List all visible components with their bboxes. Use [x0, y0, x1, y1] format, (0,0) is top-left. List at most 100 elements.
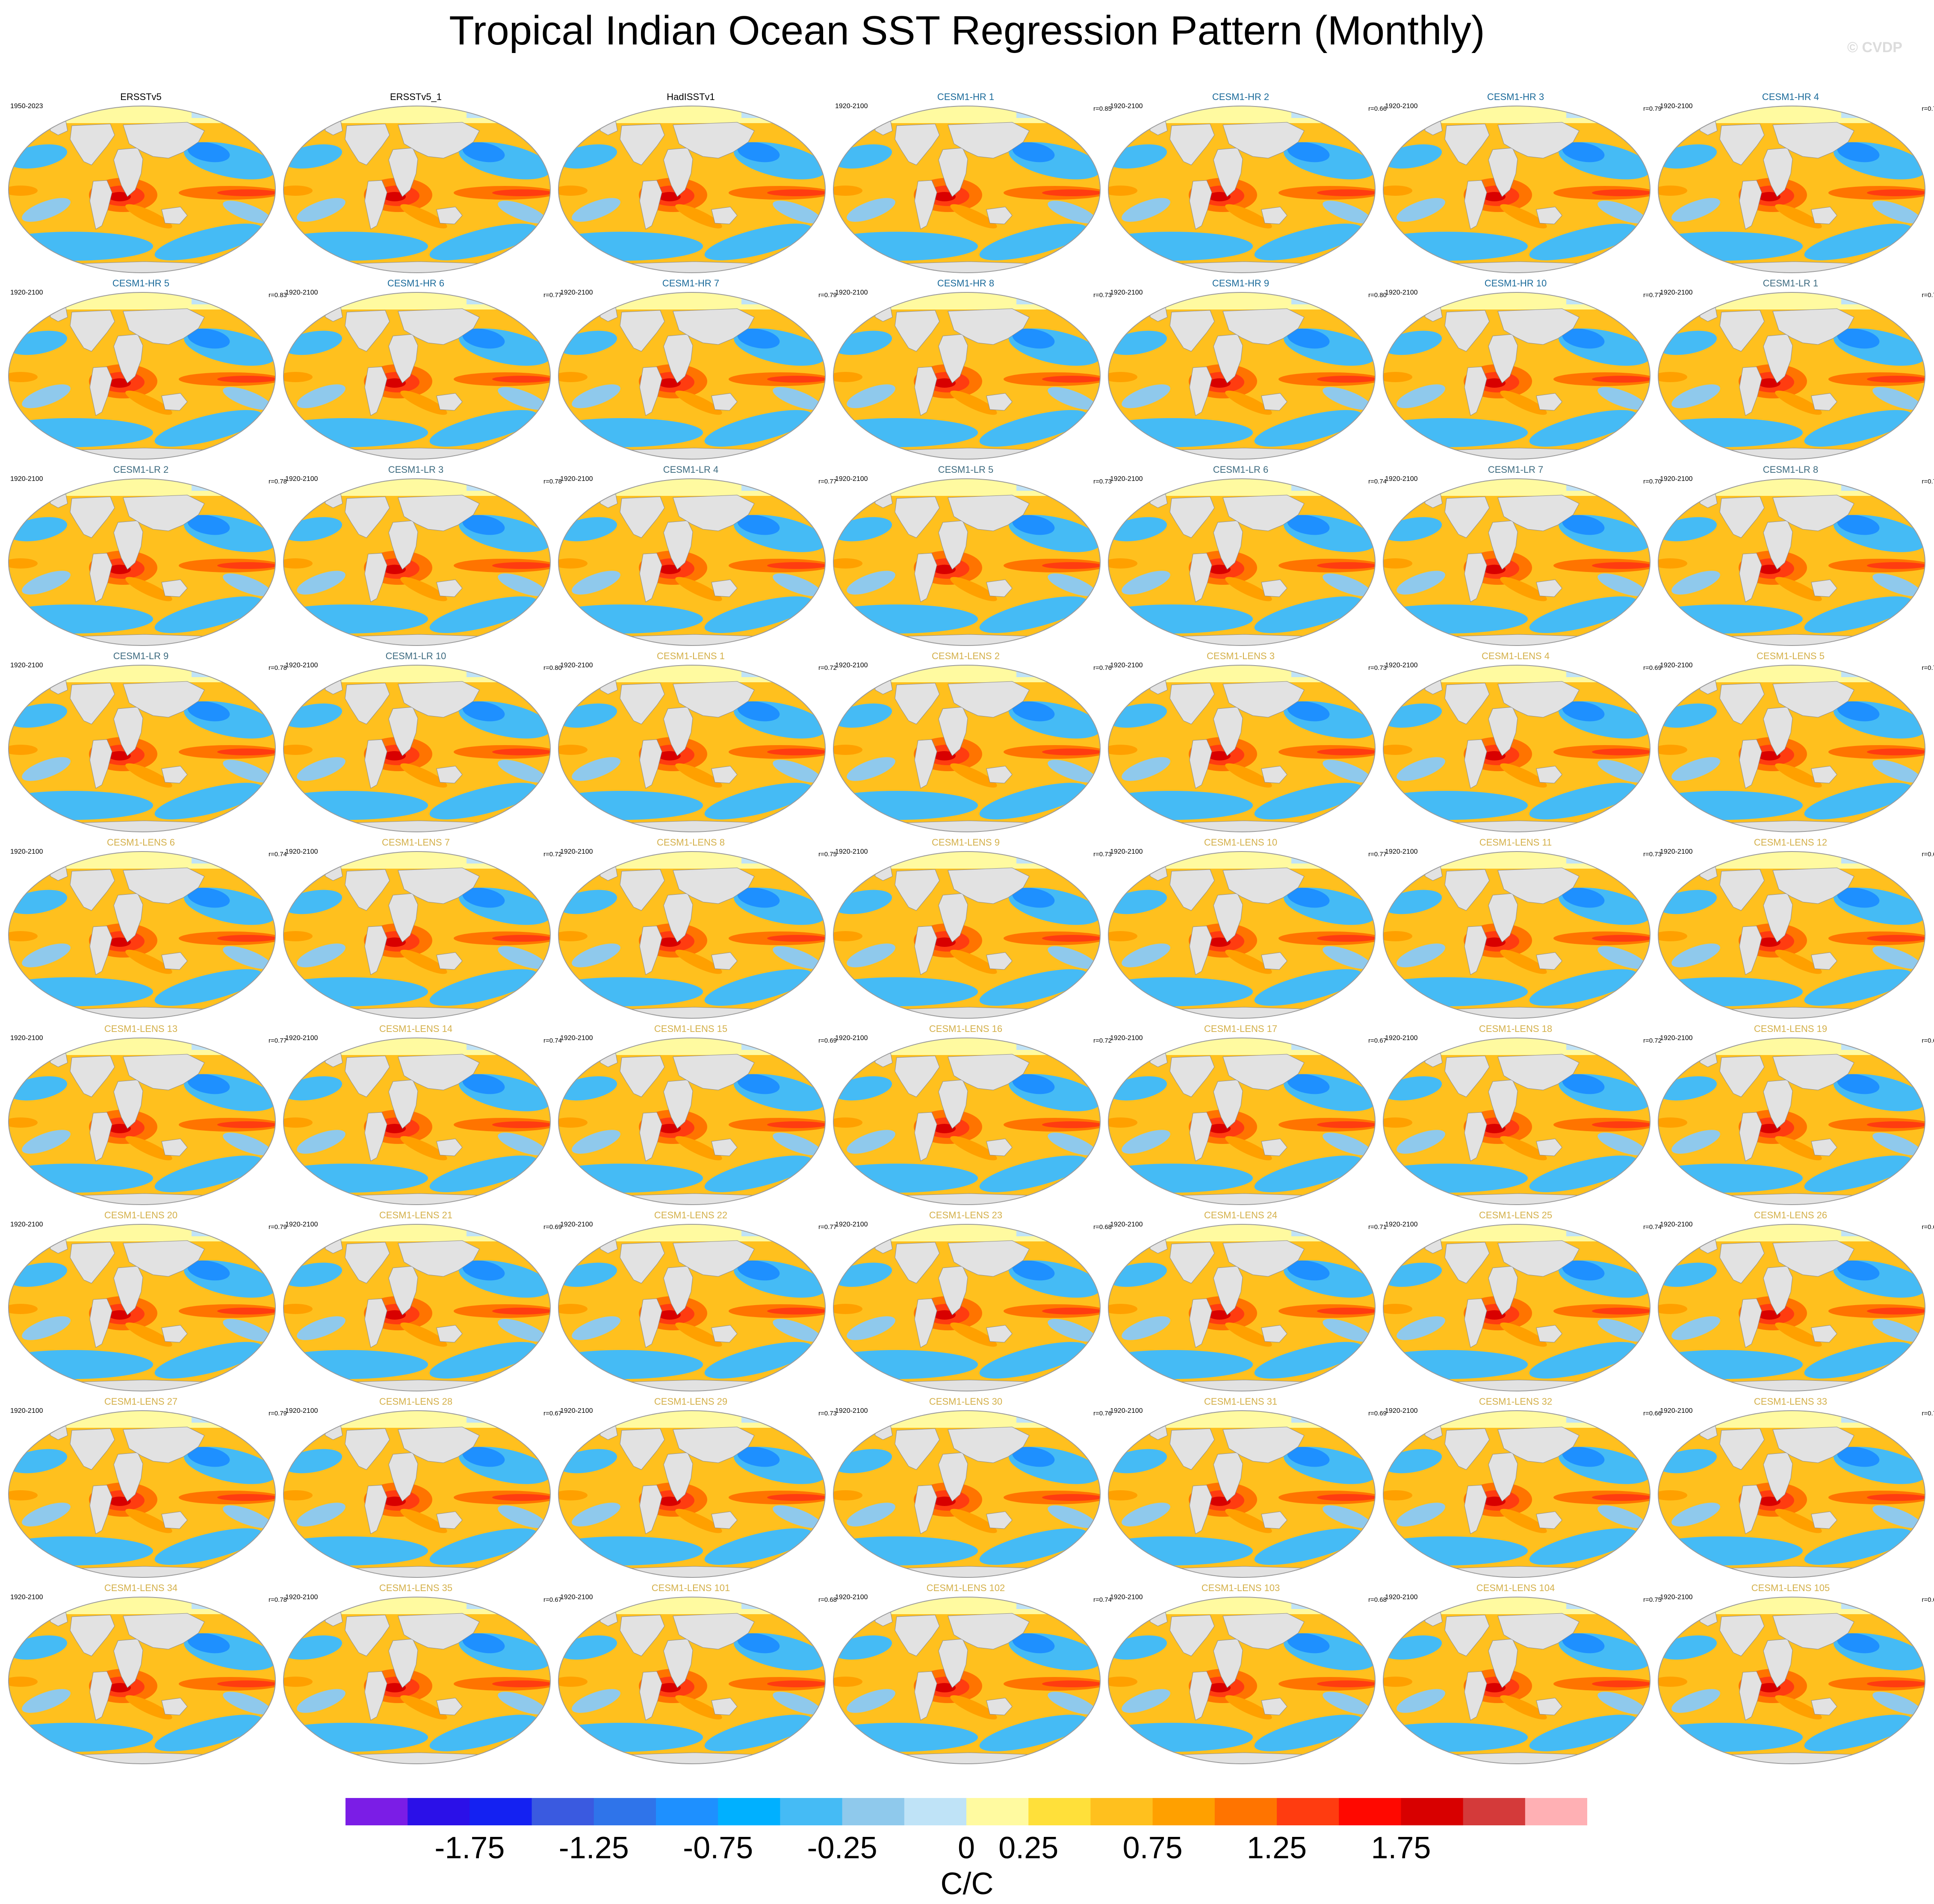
south-america-land [1464, 739, 1487, 789]
southeast-pacific-cool [1597, 1319, 1646, 1342]
sst-map [833, 1410, 1101, 1578]
australia-land [711, 1698, 738, 1715]
pattern-correlation: r=0.77 [1643, 292, 1662, 299]
pacific-equatorial-core [1592, 935, 1650, 942]
south-pacific-cool [429, 969, 538, 1006]
south-america-land [364, 1112, 387, 1161]
south-atlantic-cool [1671, 384, 1720, 408]
kuroshio-cool [1562, 1260, 1605, 1281]
pacific-equatorial-core [767, 1680, 825, 1687]
map-outline [1108, 851, 1376, 1019]
pacific-equatorial-core [1867, 1680, 1925, 1687]
southeast-pacific-cool [498, 200, 546, 224]
arctic-band [833, 665, 1100, 682]
sst-map [1383, 1597, 1651, 1764]
arctic-band [283, 665, 550, 682]
south-pacific-cool [979, 783, 1088, 819]
australia-land [1261, 206, 1287, 224]
south-america-land [1464, 925, 1487, 975]
south-indian-warm [400, 390, 447, 415]
atlantic-warm [1658, 745, 1687, 755]
australia-land [711, 393, 738, 411]
arctic-band [1108, 665, 1375, 682]
north-america-land [1719, 1055, 1765, 1097]
panel-title: CESM1-LENS 31 [1204, 1396, 1278, 1407]
map-outline [1383, 665, 1651, 832]
panel-period: 1920-2100 [285, 1221, 318, 1228]
pacific-equatorial-core [1317, 376, 1375, 383]
indian-ocean-peak [658, 378, 681, 388]
pacific-equatorial-core [492, 1494, 550, 1501]
africa-land [1763, 893, 1793, 943]
pacific-equatorial-core [1042, 935, 1100, 942]
eurasia-land [398, 1054, 480, 1091]
north-america-land [70, 124, 115, 165]
south-indian-warm [1775, 1695, 1822, 1720]
pacific-equatorial-core [217, 1121, 275, 1128]
atlantic-warm [9, 1117, 38, 1128]
north-america-land [70, 683, 115, 725]
map-panel: CESM1-LENS 8 1920-2100 r=0.75 [553, 835, 837, 1022]
africa-land [388, 334, 418, 383]
atlantic-warm [833, 186, 862, 196]
australia-land [436, 579, 463, 597]
indian-ocean-peak [1208, 1497, 1231, 1506]
kuroshio-cool [187, 1447, 230, 1467]
indian-ocean-peak [658, 937, 681, 947]
pattern-correlation: r=0.72 [1093, 1037, 1112, 1044]
panel-title: CESM1-LR 2 [113, 464, 169, 475]
panel-period: 1920-2100 [1110, 662, 1143, 669]
map-outline [558, 478, 826, 646]
eurasia-land [673, 681, 755, 718]
south-atlantic-cool [1122, 757, 1170, 781]
south-pacific-cool [1254, 1155, 1363, 1192]
atlantic-warm [1383, 1490, 1412, 1500]
australia-land [1811, 1138, 1837, 1156]
eurasia-land [673, 1054, 755, 1091]
kuroshio-cool [1012, 1074, 1055, 1094]
colorbar-swatch [1401, 1798, 1464, 1825]
pattern-correlation: r=0.74 [543, 1037, 562, 1044]
south-indian-warm [675, 1136, 722, 1161]
pattern-correlation: r=0.79 [818, 292, 837, 299]
south-america-land [914, 1671, 937, 1721]
map-outline [1658, 1597, 1925, 1764]
sst-map [8, 1224, 276, 1391]
south-pacific-cool [429, 783, 538, 819]
australia-land [161, 766, 188, 784]
south-indian-warm [125, 1695, 172, 1720]
map-outline [8, 1224, 276, 1391]
arctic-band [1108, 1597, 1375, 1614]
panel-title: ERSSTv5_1 [390, 91, 442, 102]
kuroshio-cool [1837, 142, 1880, 162]
south-america-land [914, 366, 937, 416]
africa-land [1763, 1452, 1793, 1502]
sst-map [1658, 1037, 1925, 1205]
panel-period: 1920-2100 [560, 1221, 593, 1228]
australia-land [436, 1138, 463, 1156]
map-outline [558, 1597, 826, 1764]
arctic-band [558, 1597, 825, 1614]
south-pacific-cool [1254, 783, 1363, 819]
atlantic-warm [283, 1304, 313, 1314]
panel-title: CESM1-LENS 7 [382, 837, 450, 848]
indian-ocean-peak [1758, 937, 1780, 947]
south-pacific-cool [1254, 224, 1363, 260]
south-pacific-cool [429, 224, 538, 260]
atlantic-warm [1383, 558, 1412, 569]
pattern-correlation: r=0.66 [1368, 105, 1387, 112]
southeast-pacific-cool [773, 200, 821, 224]
south-indian-warm [125, 390, 172, 415]
arctic-band [558, 1038, 825, 1055]
kuroshio-cool [737, 142, 780, 162]
indian-ocean-peak [384, 565, 406, 574]
north-america-land [895, 1055, 940, 1097]
south-indian-warm [125, 949, 172, 974]
south-america-land [1464, 1485, 1487, 1534]
north-america-land [620, 1055, 665, 1097]
sst-map [558, 1037, 826, 1205]
south-atlantic-cool [297, 1130, 345, 1154]
pacific-equatorial-core [1592, 749, 1650, 755]
kuroshio-cool [187, 1074, 230, 1094]
south-atlantic-cool [1397, 757, 1445, 781]
